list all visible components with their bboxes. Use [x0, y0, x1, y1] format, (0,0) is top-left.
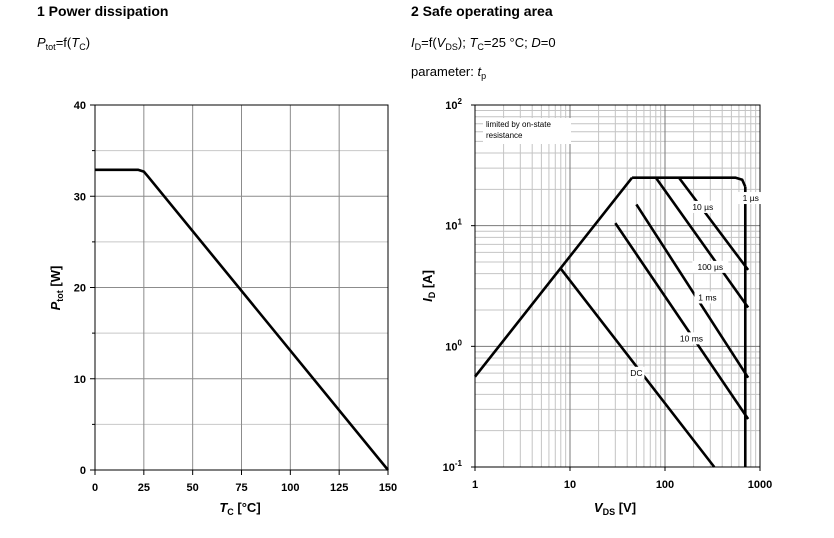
y-tick-label: 30: [74, 191, 86, 203]
x-tick-label: 150: [379, 482, 397, 494]
curve-label: 100 µs: [697, 262, 723, 272]
soa-curve: [614, 222, 750, 420]
y-tick-label: 10-1: [443, 459, 463, 474]
vds-subscript: DS: [445, 42, 458, 52]
y-tick-exponent: -1: [455, 459, 463, 468]
y-axis-unit: [W]: [48, 266, 63, 291]
x-axis-subscript: DS: [603, 507, 616, 517]
curve-label-background: [737, 192, 764, 205]
power-dissipation-chart: 0 25 50 75 100 125 150 0 10 20 30 40 TC [°C] Ptot [W]: [48, 100, 397, 517]
curve-label: 10 ms: [680, 333, 703, 343]
y-axis-symbol: I: [420, 298, 435, 302]
d-symbol: D: [531, 35, 541, 50]
tc-symbol: T: [71, 35, 80, 50]
parameter-label: parameter:: [411, 64, 474, 79]
x-axis-title: TC [°C]: [219, 500, 260, 517]
d-value: =0: [540, 35, 556, 50]
y-tick-label: 102: [445, 97, 462, 112]
x-tick-label: 1000: [748, 479, 772, 491]
y-axis-title: Ptot [W]: [48, 266, 65, 311]
id-subscript: D: [414, 42, 422, 52]
y-tick-label: 0: [80, 465, 86, 477]
x-axis-unit: [°C]: [234, 500, 261, 515]
formula-close: );: [457, 35, 466, 50]
x-tick-label: 1: [472, 479, 478, 491]
formula-eq: =f(: [421, 35, 437, 50]
y-tick-label: 40: [74, 100, 86, 112]
y-tick-label: 100: [445, 338, 462, 353]
y-tick-base: 10: [445, 100, 457, 112]
plot-area: [475, 105, 760, 467]
formula-close: ): [85, 35, 91, 50]
curve-label-background: [675, 332, 707, 345]
y-tick-label: 101: [445, 218, 462, 233]
y-tick-label: 20: [74, 283, 86, 295]
annotation-line: limited by on-state: [486, 120, 551, 129]
x-tick-label: 50: [187, 482, 199, 494]
y-tick-base: 10: [445, 221, 457, 233]
y-axis-subscript: tot: [55, 290, 65, 302]
curve-label: 1 µs: [743, 193, 759, 203]
x-tick-label: 75: [235, 482, 247, 494]
x-tick-label: 100: [656, 479, 674, 491]
curve-label-background: [692, 260, 729, 273]
y-axis-title: ID [A]: [420, 270, 437, 302]
y-tick-exponent: 2: [458, 97, 463, 106]
chart-2-title: 2 Safe operating area: [411, 3, 553, 19]
curve-label: DC: [630, 368, 642, 378]
x-tick-label: 25: [138, 482, 150, 494]
annotation-line: resistance: [486, 131, 523, 140]
tc-symbol: T: [469, 35, 478, 50]
soa-curve: [473, 176, 634, 378]
x-axis-subscript: C: [227, 507, 234, 517]
formula-eq: =f(: [55, 35, 72, 50]
y-axis-symbol: P: [48, 301, 63, 310]
x-axis-symbol: T: [219, 500, 228, 515]
tc-subscript: C: [79, 42, 86, 52]
tc-subscript: C: [477, 42, 484, 52]
soa-curve: [635, 203, 750, 379]
vds-symbol: V: [436, 35, 446, 50]
tp-symbol: t: [477, 64, 482, 79]
x-tick-label: 0: [92, 482, 98, 494]
plot-frame: [474, 104, 761, 468]
tp-subscript: p: [481, 71, 487, 81]
id-symbol: I: [411, 35, 415, 50]
curve-label-background: [628, 366, 645, 379]
curve-label: 10 µs: [692, 202, 713, 212]
x-tick-label: 100: [281, 482, 299, 494]
x-axis-symbol: V: [594, 500, 604, 515]
curve-label: 1 ms: [698, 292, 716, 302]
y-tick-base: 10: [445, 341, 457, 353]
soa-curve: [654, 176, 750, 309]
ptot-curve: [95, 168, 390, 471]
x-axis-unit: [V]: [615, 500, 636, 515]
y-axis-unit: [A]: [420, 270, 435, 292]
power-dissipation-panel: 1 Power dissipation Ptot=f(TC) 0 25 50 75 10…: [37, 3, 397, 517]
y-tick-exponent: 0: [458, 338, 463, 347]
annotation-box: limited by on-state resistance: [483, 118, 571, 144]
ptot-subscript: tot: [45, 42, 56, 52]
soa-curve: [677, 176, 750, 271]
soa-curve: [632, 176, 747, 188]
x-tick-label: 10: [564, 479, 576, 491]
curve-label-background: [694, 291, 721, 304]
x-tick-label: 125: [330, 482, 348, 494]
chart-1-title: 1 Power dissipation: [37, 3, 169, 19]
safe-operating-area-panel: 2 Safe operating area ID=f(VDS); TC=25 °…: [400, 0, 834, 538]
y-tick-label: 10: [74, 374, 86, 386]
chart-2-parameter: parameter: tp: [411, 64, 486, 81]
curve-label-background: [687, 200, 719, 213]
y-tick-base: 10: [443, 462, 455, 474]
tc-value: =25 °C;: [483, 35, 528, 50]
y-tick-exponent: 1: [458, 218, 463, 227]
chart-2-formula: ID=f(VDS); TC=25 °C; D=0: [411, 35, 556, 52]
annotation-background: [483, 118, 571, 144]
chart-1-formula: Ptot=f(TC): [37, 35, 90, 52]
y-axis-subscript: D: [427, 291, 437, 298]
x-axis-title: VDS [V]: [594, 500, 636, 517]
ptot-symbol: P: [37, 35, 46, 50]
